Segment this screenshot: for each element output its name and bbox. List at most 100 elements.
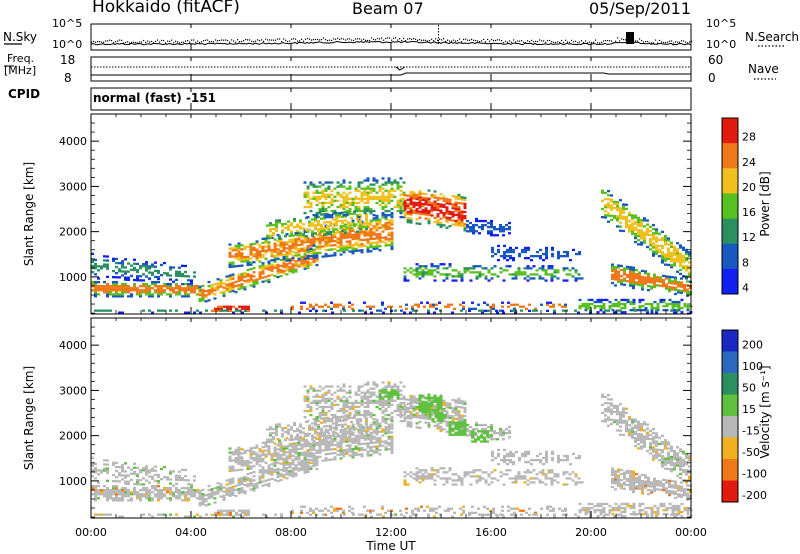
power-cell xyxy=(130,287,133,290)
power-cell xyxy=(136,268,139,272)
velocity-cell xyxy=(285,467,289,470)
power-cell xyxy=(363,197,367,200)
power-cell xyxy=(133,278,136,282)
velocity-cell xyxy=(427,421,431,425)
power-cell xyxy=(360,249,364,252)
velocity-cell xyxy=(345,450,349,453)
power-cell xyxy=(237,258,241,261)
power-cell xyxy=(309,309,312,312)
power-cell xyxy=(496,228,499,231)
nsearch-dot xyxy=(139,41,141,43)
power-cell xyxy=(562,309,565,312)
power-cell xyxy=(115,281,118,284)
velocity-cell xyxy=(276,448,280,451)
velocity-cell xyxy=(312,442,316,445)
power-cell xyxy=(492,303,495,306)
power-cell xyxy=(267,245,271,248)
nsearch-dot xyxy=(177,41,179,43)
power-cell xyxy=(339,185,343,188)
velocity-cell xyxy=(357,447,361,450)
power-cell xyxy=(187,279,190,282)
nsearch-dot xyxy=(345,39,347,41)
power-cell xyxy=(620,264,623,268)
power-cell xyxy=(549,305,552,308)
velocity-cell xyxy=(287,432,290,435)
velocity-cell xyxy=(303,459,307,462)
velocity-cell xyxy=(384,401,388,404)
power-cell xyxy=(390,221,394,224)
power-cell xyxy=(649,242,652,245)
velocity-cell xyxy=(157,475,160,479)
power-cell xyxy=(103,291,106,294)
velocity-cell xyxy=(378,389,382,392)
power-cell xyxy=(369,219,373,222)
power-cell xyxy=(151,287,154,290)
velocity-cell xyxy=(94,489,97,492)
freq-trace xyxy=(91,72,691,76)
power-cell xyxy=(312,248,316,251)
velocity-cell xyxy=(112,480,115,483)
velocity-cell xyxy=(366,405,370,409)
power-cell xyxy=(387,199,391,202)
power-cell xyxy=(335,224,338,227)
velocity-cell xyxy=(130,468,133,471)
velocity-cell xyxy=(390,403,394,406)
power-cell xyxy=(403,214,407,217)
velocity-cell xyxy=(145,471,148,474)
velocity-cell xyxy=(311,436,314,439)
velocity-cell xyxy=(387,435,391,439)
velocity-cell xyxy=(406,414,410,418)
nsearch-dot xyxy=(107,40,109,42)
power-cell xyxy=(261,249,265,253)
power-cell xyxy=(430,204,434,207)
velocity-cell xyxy=(451,423,455,426)
velocity-cell xyxy=(369,435,373,439)
velocity-cell xyxy=(288,444,292,448)
power-cell xyxy=(418,277,422,280)
power-cell xyxy=(667,263,670,267)
velocity-cell xyxy=(357,420,361,423)
power-cell xyxy=(565,267,569,270)
power-cell xyxy=(238,309,241,312)
nsearch-dot xyxy=(525,42,527,44)
power-cell xyxy=(409,195,413,198)
velocity-cell xyxy=(228,465,232,468)
power-cell xyxy=(297,235,301,238)
power-cell xyxy=(460,275,464,278)
power-cell xyxy=(491,246,494,250)
power-cell xyxy=(403,267,407,270)
velocity-cell xyxy=(330,413,334,417)
power-cell xyxy=(163,272,166,275)
velocity-cell xyxy=(372,413,376,417)
nsearch-dot xyxy=(481,40,483,42)
power-cell xyxy=(369,223,373,226)
velocity-cell xyxy=(412,395,416,398)
velocity-cell xyxy=(375,447,379,450)
velocity-cell xyxy=(193,495,196,498)
power-cell xyxy=(348,191,352,194)
power-cell xyxy=(512,248,515,252)
power-cell xyxy=(375,245,379,248)
power-cell xyxy=(311,230,314,233)
power-cell xyxy=(643,217,646,220)
power-cell xyxy=(683,283,686,287)
nsearch-dot xyxy=(405,40,407,42)
power-cell xyxy=(270,248,274,252)
power-cell xyxy=(293,217,296,221)
velocity-cell xyxy=(291,469,295,472)
power-cell xyxy=(303,255,307,258)
power-cell xyxy=(237,254,241,257)
power-cell xyxy=(306,216,310,219)
velocity-cell xyxy=(390,445,394,448)
power-cell xyxy=(496,275,500,278)
power-cell xyxy=(409,203,413,206)
power-cell xyxy=(372,247,376,250)
power-cell xyxy=(460,210,464,213)
power-cell xyxy=(634,236,637,240)
velocity-cell xyxy=(94,471,97,474)
velocity-cell xyxy=(351,403,355,406)
power-cell xyxy=(378,189,382,192)
power-cell xyxy=(366,177,370,180)
power-cell xyxy=(637,235,640,238)
power-cell xyxy=(273,238,277,241)
